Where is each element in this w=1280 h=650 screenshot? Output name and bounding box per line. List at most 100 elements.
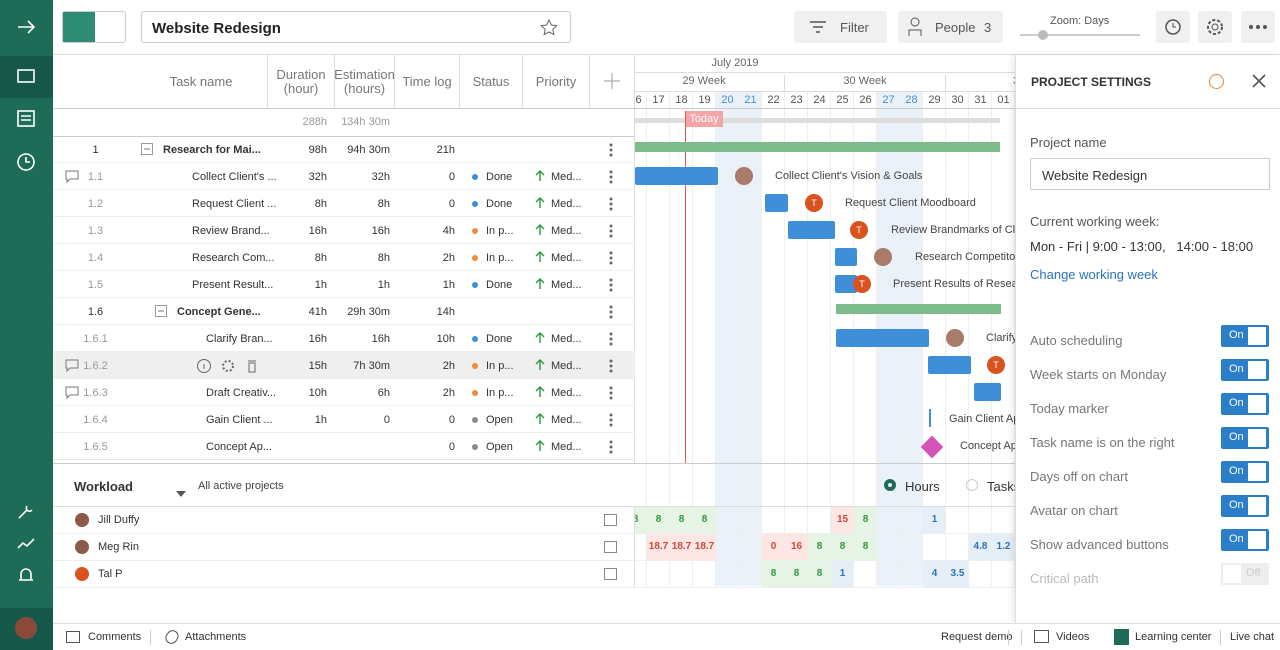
row-menu[interactable] xyxy=(609,223,613,239)
comment-icon[interactable] xyxy=(65,359,79,372)
task-row[interactable]: 1.6.3 Draft Creativ... 10h 6h 2h In p... Med..… xyxy=(53,379,635,406)
people-button[interactable]: People 3 xyxy=(898,11,1003,43)
close-icon[interactable] xyxy=(1252,74,1266,88)
task-row[interactable]: 1 Research for Mai... 98h 94h 30m 21h xyxy=(53,136,635,163)
task-bar[interactable] xyxy=(788,221,835,239)
day-column xyxy=(762,92,785,586)
toggle[interactable]: On xyxy=(1221,359,1269,381)
settings-button[interactable] xyxy=(1198,11,1232,43)
task-bar[interactable] xyxy=(635,167,718,185)
task-row[interactable]: 1.1 Collect Client's ... 32h 32h 0 Done Med... xyxy=(53,163,635,190)
name-input[interactable]: Website Redesign xyxy=(1030,158,1270,190)
dots[interactable] xyxy=(609,196,613,212)
row-actions[interactable] xyxy=(191,357,261,375)
row-menu[interactable] xyxy=(609,439,613,455)
task-bar[interactable] xyxy=(765,194,788,212)
workload-cell: 8 xyxy=(854,534,877,560)
dots[interactable] xyxy=(609,412,613,428)
dots[interactable] xyxy=(609,385,613,401)
toggle[interactable]: On xyxy=(1221,495,1269,517)
option-tasks[interactable]: Tasks xyxy=(987,479,1021,494)
task-id: 1.6.3 xyxy=(83,387,108,399)
grid-view[interactable] xyxy=(63,12,95,42)
row-menu[interactable] xyxy=(609,250,613,266)
task-row[interactable]: 1.6.2 15h 7h 30m 2h In p... Med... xyxy=(53,352,635,379)
dots[interactable] xyxy=(609,223,613,239)
calendar-icon[interactable] xyxy=(604,568,617,580)
dots[interactable] xyxy=(609,142,613,158)
row-menu[interactable] xyxy=(609,169,613,185)
toggle[interactable]: On xyxy=(1221,427,1269,449)
toggle[interactable]: Off xyxy=(1221,563,1269,585)
row-menu[interactable] xyxy=(609,142,613,158)
comment-icon[interactable] xyxy=(65,386,79,399)
history-button[interactable] xyxy=(1156,11,1190,43)
toggle[interactable]: On xyxy=(1221,393,1269,415)
row-menu[interactable] xyxy=(609,412,613,428)
view-switch[interactable] xyxy=(62,11,126,43)
task-bar[interactable] xyxy=(835,248,857,266)
calendar-icon[interactable] xyxy=(604,514,617,526)
task-row[interactable]: 1.6.4 Gain Client ... 1h 0 0 Open Med... xyxy=(53,406,635,433)
add-column[interactable] xyxy=(590,55,635,108)
calendar-icon[interactable] xyxy=(604,541,617,553)
star[interactable] xyxy=(540,19,558,37)
task-bar[interactable] xyxy=(928,356,971,374)
dots[interactable] xyxy=(609,358,613,374)
caret[interactable] xyxy=(176,491,186,497)
comment-icon[interactable] xyxy=(65,170,79,183)
task-row[interactable]: 1.4 Research Com... 8h 8h 2h In p... Med... xyxy=(53,244,635,271)
collapse-toggle[interactable] xyxy=(155,305,167,317)
option-hours[interactable]: Hours xyxy=(905,479,940,494)
task-row[interactable]: 1.5 Present Result... 1h 1h 1h Done Med... xyxy=(53,271,635,298)
footer-link[interactable]: Videos xyxy=(1056,631,1090,643)
action-icons[interactable] xyxy=(191,357,261,375)
plus-icon[interactable] xyxy=(590,55,635,108)
row-menu[interactable] xyxy=(609,385,613,401)
dots[interactable] xyxy=(609,277,613,293)
task-row[interactable]: 1.6 Concept Gene... 41h 29h 30m 14h xyxy=(53,298,635,325)
more-button[interactable] xyxy=(1241,11,1275,43)
dots[interactable] xyxy=(609,304,613,320)
filter-button[interactable]: Filter xyxy=(794,11,887,43)
task-bar[interactable] xyxy=(836,329,929,347)
task-name: Gain Client ... xyxy=(206,414,273,426)
dots[interactable] xyxy=(609,169,613,185)
workload-filter[interactable]: All active projects xyxy=(198,480,284,492)
zoom-handle[interactable] xyxy=(1038,30,1048,40)
task-row[interactable]: 1.6.1 Clarify Bran... 16h 16h 10h Done Med... xyxy=(53,325,635,352)
footer-link[interactable]: Live chat xyxy=(1230,631,1275,643)
dots[interactable] xyxy=(609,331,613,347)
dropdown-caret[interactable] xyxy=(176,484,186,497)
task-bar[interactable] xyxy=(835,275,857,293)
bar-label: Clarify xyxy=(986,332,1015,344)
priority-arrow xyxy=(535,251,545,263)
radio-off[interactable] xyxy=(966,479,978,491)
radio-on[interactable] xyxy=(884,479,896,491)
row-menu[interactable] xyxy=(609,304,613,320)
title-box[interactable]: Website Redesign xyxy=(141,11,571,43)
toggle[interactable]: On xyxy=(1221,325,1269,347)
row-menu[interactable] xyxy=(609,331,613,347)
footer-link[interactable]: Learning center xyxy=(1135,631,1212,643)
collapse-toggle[interactable] xyxy=(141,143,153,155)
toggle[interactable]: On xyxy=(1221,461,1269,483)
task-row[interactable]: 1.2 Request Client ... 8h 8h 0 Done Med... xyxy=(53,190,635,217)
row-menu[interactable] xyxy=(609,358,613,374)
close[interactable] xyxy=(1252,74,1266,88)
dots[interactable] xyxy=(609,439,613,455)
zoom-slider[interactable] xyxy=(1020,30,1140,40)
task-bar[interactable] xyxy=(974,383,1001,401)
row-menu[interactable] xyxy=(609,196,613,212)
arrow-up xyxy=(535,359,545,370)
footer-link[interactable]: Attachments xyxy=(185,631,247,643)
task-row[interactable]: 1.6.5 Concept Ap... 0 Open Med... xyxy=(53,433,635,460)
help-icon[interactable] xyxy=(1209,74,1224,89)
footer-link[interactable]: Comments xyxy=(88,631,142,643)
dots[interactable] xyxy=(609,250,613,266)
task-row[interactable]: 1.3 Review Brand... 16h 16h 4h In p... Med... xyxy=(53,217,635,244)
week-link[interactable]: Change working week xyxy=(1030,267,1158,282)
toggle[interactable]: On xyxy=(1221,529,1269,551)
footer-link[interactable]: Request demo xyxy=(941,631,1013,643)
row-menu[interactable] xyxy=(609,277,613,293)
